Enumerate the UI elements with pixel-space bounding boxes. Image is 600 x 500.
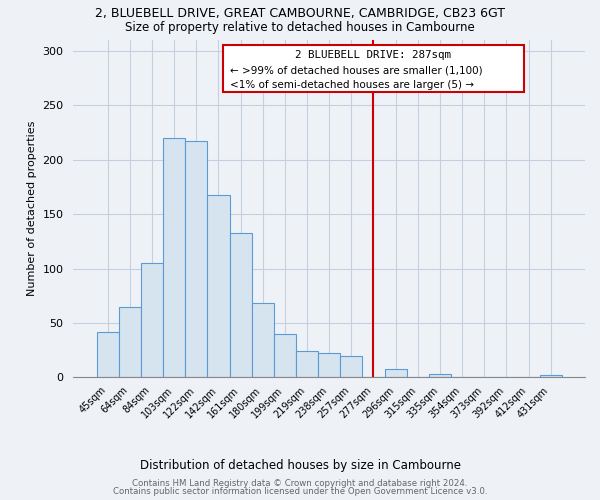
Text: Contains public sector information licensed under the Open Government Licence v3: Contains public sector information licen… [113,487,487,496]
Text: ← >99% of detached houses are smaller (1,100): ← >99% of detached houses are smaller (1… [230,66,482,76]
Text: Contains HM Land Registry data © Crown copyright and database right 2024.: Contains HM Land Registry data © Crown c… [132,478,468,488]
Bar [208,194,230,378]
Bar [185,141,208,378]
Bar [296,351,318,378]
Text: Distribution of detached houses by size in Cambourne: Distribution of detached houses by size … [139,460,461,472]
Bar [318,354,340,378]
Text: Size of property relative to detached houses in Cambourne: Size of property relative to detached ho… [125,21,475,34]
Bar [385,368,407,378]
Text: <1% of semi-detached houses are larger (5) →: <1% of semi-detached houses are larger (… [230,80,473,90]
Y-axis label: Number of detached properties: Number of detached properties [27,121,37,296]
Text: 2, BLUEBELL DRIVE, GREAT CAMBOURNE, CAMBRIDGE, CB23 6GT: 2, BLUEBELL DRIVE, GREAT CAMBOURNE, CAMB… [95,8,505,20]
Bar [97,332,119,378]
Bar [251,304,274,378]
Bar [230,232,251,378]
Bar [163,138,185,378]
Bar [340,356,362,378]
Text: 2 BLUEBELL DRIVE: 287sqm: 2 BLUEBELL DRIVE: 287sqm [295,50,451,60]
Bar [141,263,163,378]
Bar [274,334,296,378]
Bar [429,374,451,378]
Bar [539,375,562,378]
Bar [119,306,141,378]
FancyBboxPatch shape [223,46,524,92]
